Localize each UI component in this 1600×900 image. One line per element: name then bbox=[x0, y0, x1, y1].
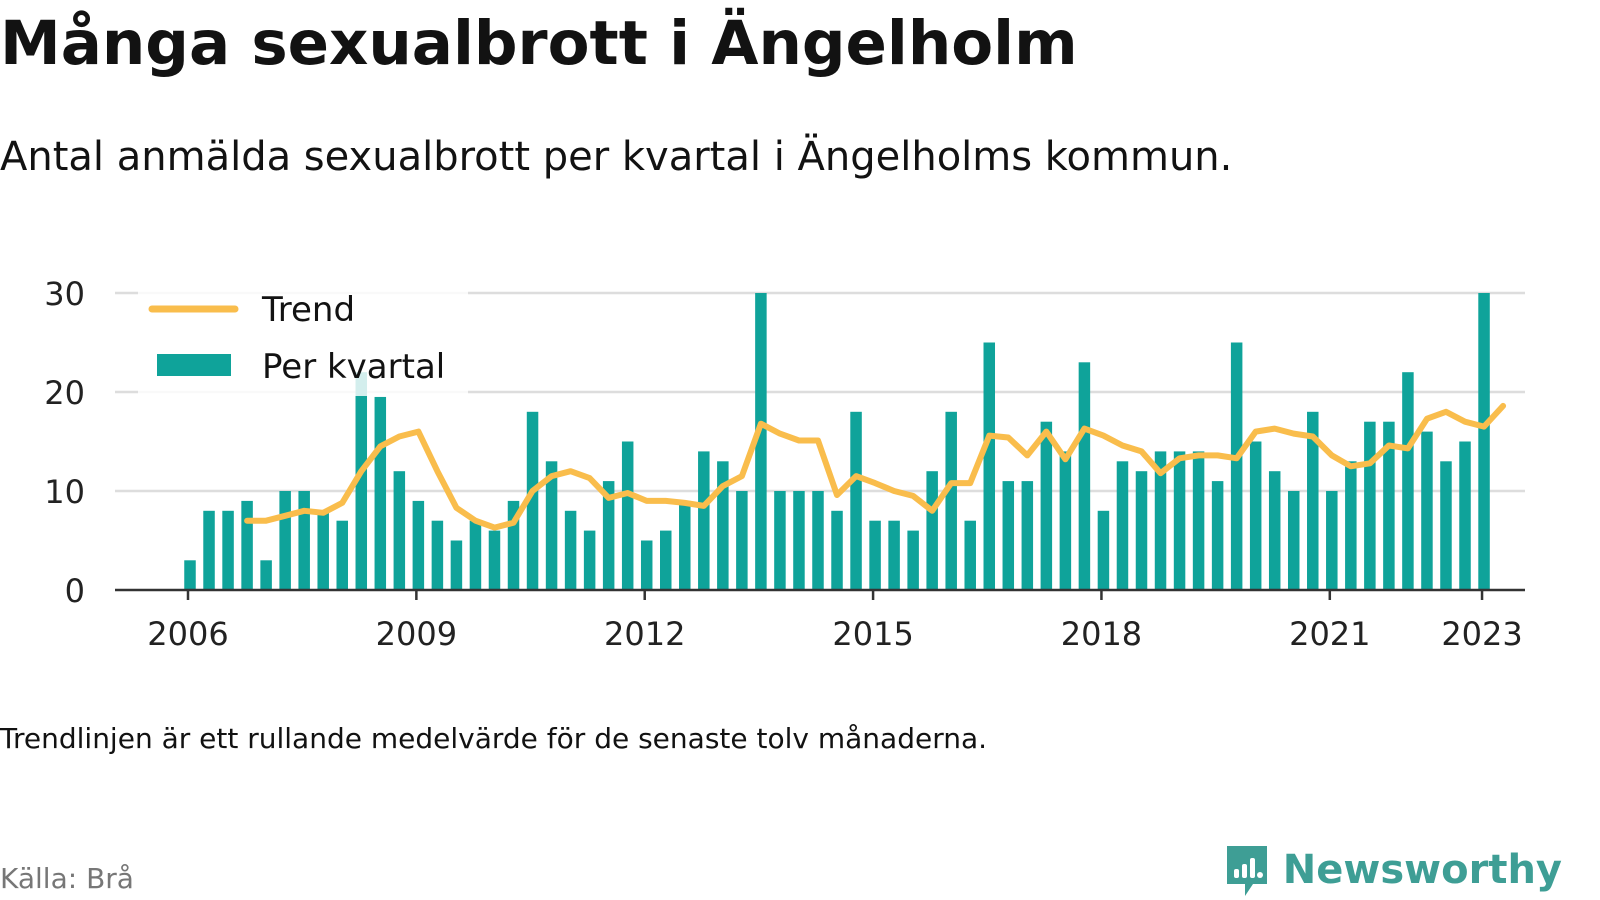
bar bbox=[526, 411, 539, 590]
bar bbox=[241, 500, 253, 590]
bar bbox=[1097, 510, 1110, 590]
bar bbox=[1173, 451, 1186, 590]
bar bbox=[774, 491, 786, 590]
bar bbox=[945, 411, 957, 590]
bar bbox=[1211, 481, 1224, 590]
bar bbox=[1287, 491, 1300, 590]
bar bbox=[812, 491, 824, 590]
bar bbox=[621, 441, 634, 590]
bar bbox=[1364, 421, 1376, 590]
bar bbox=[1154, 451, 1167, 590]
bar bbox=[1326, 491, 1338, 590]
bar bbox=[1059, 451, 1072, 590]
x-tick-label: 2021 bbox=[1289, 615, 1370, 653]
chart-title: Många sexualbrott i Ängelholm bbox=[0, 8, 1078, 79]
bar bbox=[298, 491, 310, 590]
bar bbox=[260, 560, 272, 590]
bar bbox=[1268, 471, 1281, 590]
bar bbox=[1345, 461, 1357, 590]
bar bbox=[983, 342, 996, 590]
x-tick-label: 2009 bbox=[376, 615, 457, 653]
bar bbox=[869, 520, 881, 590]
bar bbox=[1459, 441, 1471, 590]
legend-bar-swatch bbox=[157, 354, 231, 376]
bar bbox=[1192, 451, 1205, 590]
brand-name: Newsworthy bbox=[1282, 847, 1562, 893]
bar bbox=[907, 530, 919, 590]
bar bbox=[640, 540, 653, 590]
legend-trend-label: Trend bbox=[261, 290, 355, 330]
bar bbox=[1116, 461, 1129, 590]
chart-subtitle: Antal anmälda sexualbrott per kvartal i … bbox=[0, 134, 1233, 180]
x-tick-label: 2006 bbox=[147, 615, 228, 653]
bar bbox=[222, 510, 234, 590]
legend-bar-label: Per kvartal bbox=[262, 347, 445, 387]
bar bbox=[450, 540, 463, 590]
x-tick-label: 2023 bbox=[1441, 615, 1522, 653]
bar bbox=[1383, 421, 1395, 590]
y-axis-ticks: 0 10 20 30 bbox=[44, 275, 85, 610]
bar bbox=[393, 471, 406, 590]
bar bbox=[203, 510, 215, 590]
bar bbox=[1040, 421, 1053, 590]
bar bbox=[850, 411, 862, 590]
bar bbox=[602, 481, 615, 590]
bar bbox=[755, 293, 767, 590]
bar bbox=[1421, 431, 1433, 590]
bar bbox=[336, 520, 348, 590]
bar-line-chart: 0 10 20 30 2006 2009 2012 2015 2018 2021 2023 Tre… bbox=[44, 275, 1525, 653]
bar bbox=[184, 560, 196, 590]
bar bbox=[488, 530, 501, 590]
trend-line bbox=[244, 402, 1507, 531]
bar bbox=[1440, 461, 1452, 590]
bar bbox=[1230, 342, 1243, 590]
x-tick-label: 2018 bbox=[1061, 615, 1142, 653]
newsworthy-logo-icon bbox=[1226, 846, 1267, 896]
bar bbox=[1078, 362, 1091, 590]
bar bbox=[564, 510, 577, 590]
bar bbox=[355, 372, 368, 590]
bar bbox=[964, 520, 976, 590]
bar bbox=[831, 510, 843, 590]
y-tick-label: 10 bbox=[44, 473, 85, 511]
bar bbox=[926, 471, 938, 590]
bar bbox=[717, 461, 729, 590]
legend-background bbox=[138, 286, 468, 396]
brand-logo-group: Newsworthy bbox=[1223, 842, 1562, 898]
legend: Trend Per kvartal bbox=[138, 286, 468, 396]
bar bbox=[374, 396, 387, 590]
bar bbox=[412, 500, 425, 590]
bar bbox=[469, 520, 482, 590]
bar bbox=[317, 510, 329, 590]
bar bbox=[1402, 372, 1414, 590]
bar bbox=[431, 520, 444, 590]
bar bbox=[660, 530, 672, 590]
bar bbox=[1478, 293, 1490, 590]
y-tick-label: 30 bbox=[44, 275, 85, 313]
bar-series bbox=[184, 293, 1490, 590]
bar bbox=[1002, 481, 1015, 590]
chart-note: Trendlinjen är ett rullande medelvärde f… bbox=[0, 722, 988, 755]
bar bbox=[583, 530, 596, 590]
x-tick-label: 2015 bbox=[832, 615, 913, 653]
bar bbox=[1135, 471, 1148, 590]
bar bbox=[793, 491, 805, 590]
bar bbox=[545, 461, 558, 590]
bar bbox=[698, 451, 710, 590]
bar bbox=[736, 491, 748, 590]
y-tick-label: 20 bbox=[44, 374, 85, 412]
x-axis-ticks: 2006 2009 2012 2015 2018 2021 2023 bbox=[147, 590, 1523, 653]
bar bbox=[888, 520, 900, 590]
bar bbox=[279, 491, 291, 590]
bar bbox=[507, 500, 520, 590]
y-tick-label: 0 bbox=[65, 572, 85, 610]
bar bbox=[679, 500, 691, 590]
source-label: Källa: Brå bbox=[0, 862, 134, 895]
bar bbox=[1249, 441, 1262, 590]
bar bbox=[1021, 481, 1034, 590]
bar bbox=[1307, 411, 1319, 590]
x-tick-label: 2012 bbox=[604, 615, 685, 653]
